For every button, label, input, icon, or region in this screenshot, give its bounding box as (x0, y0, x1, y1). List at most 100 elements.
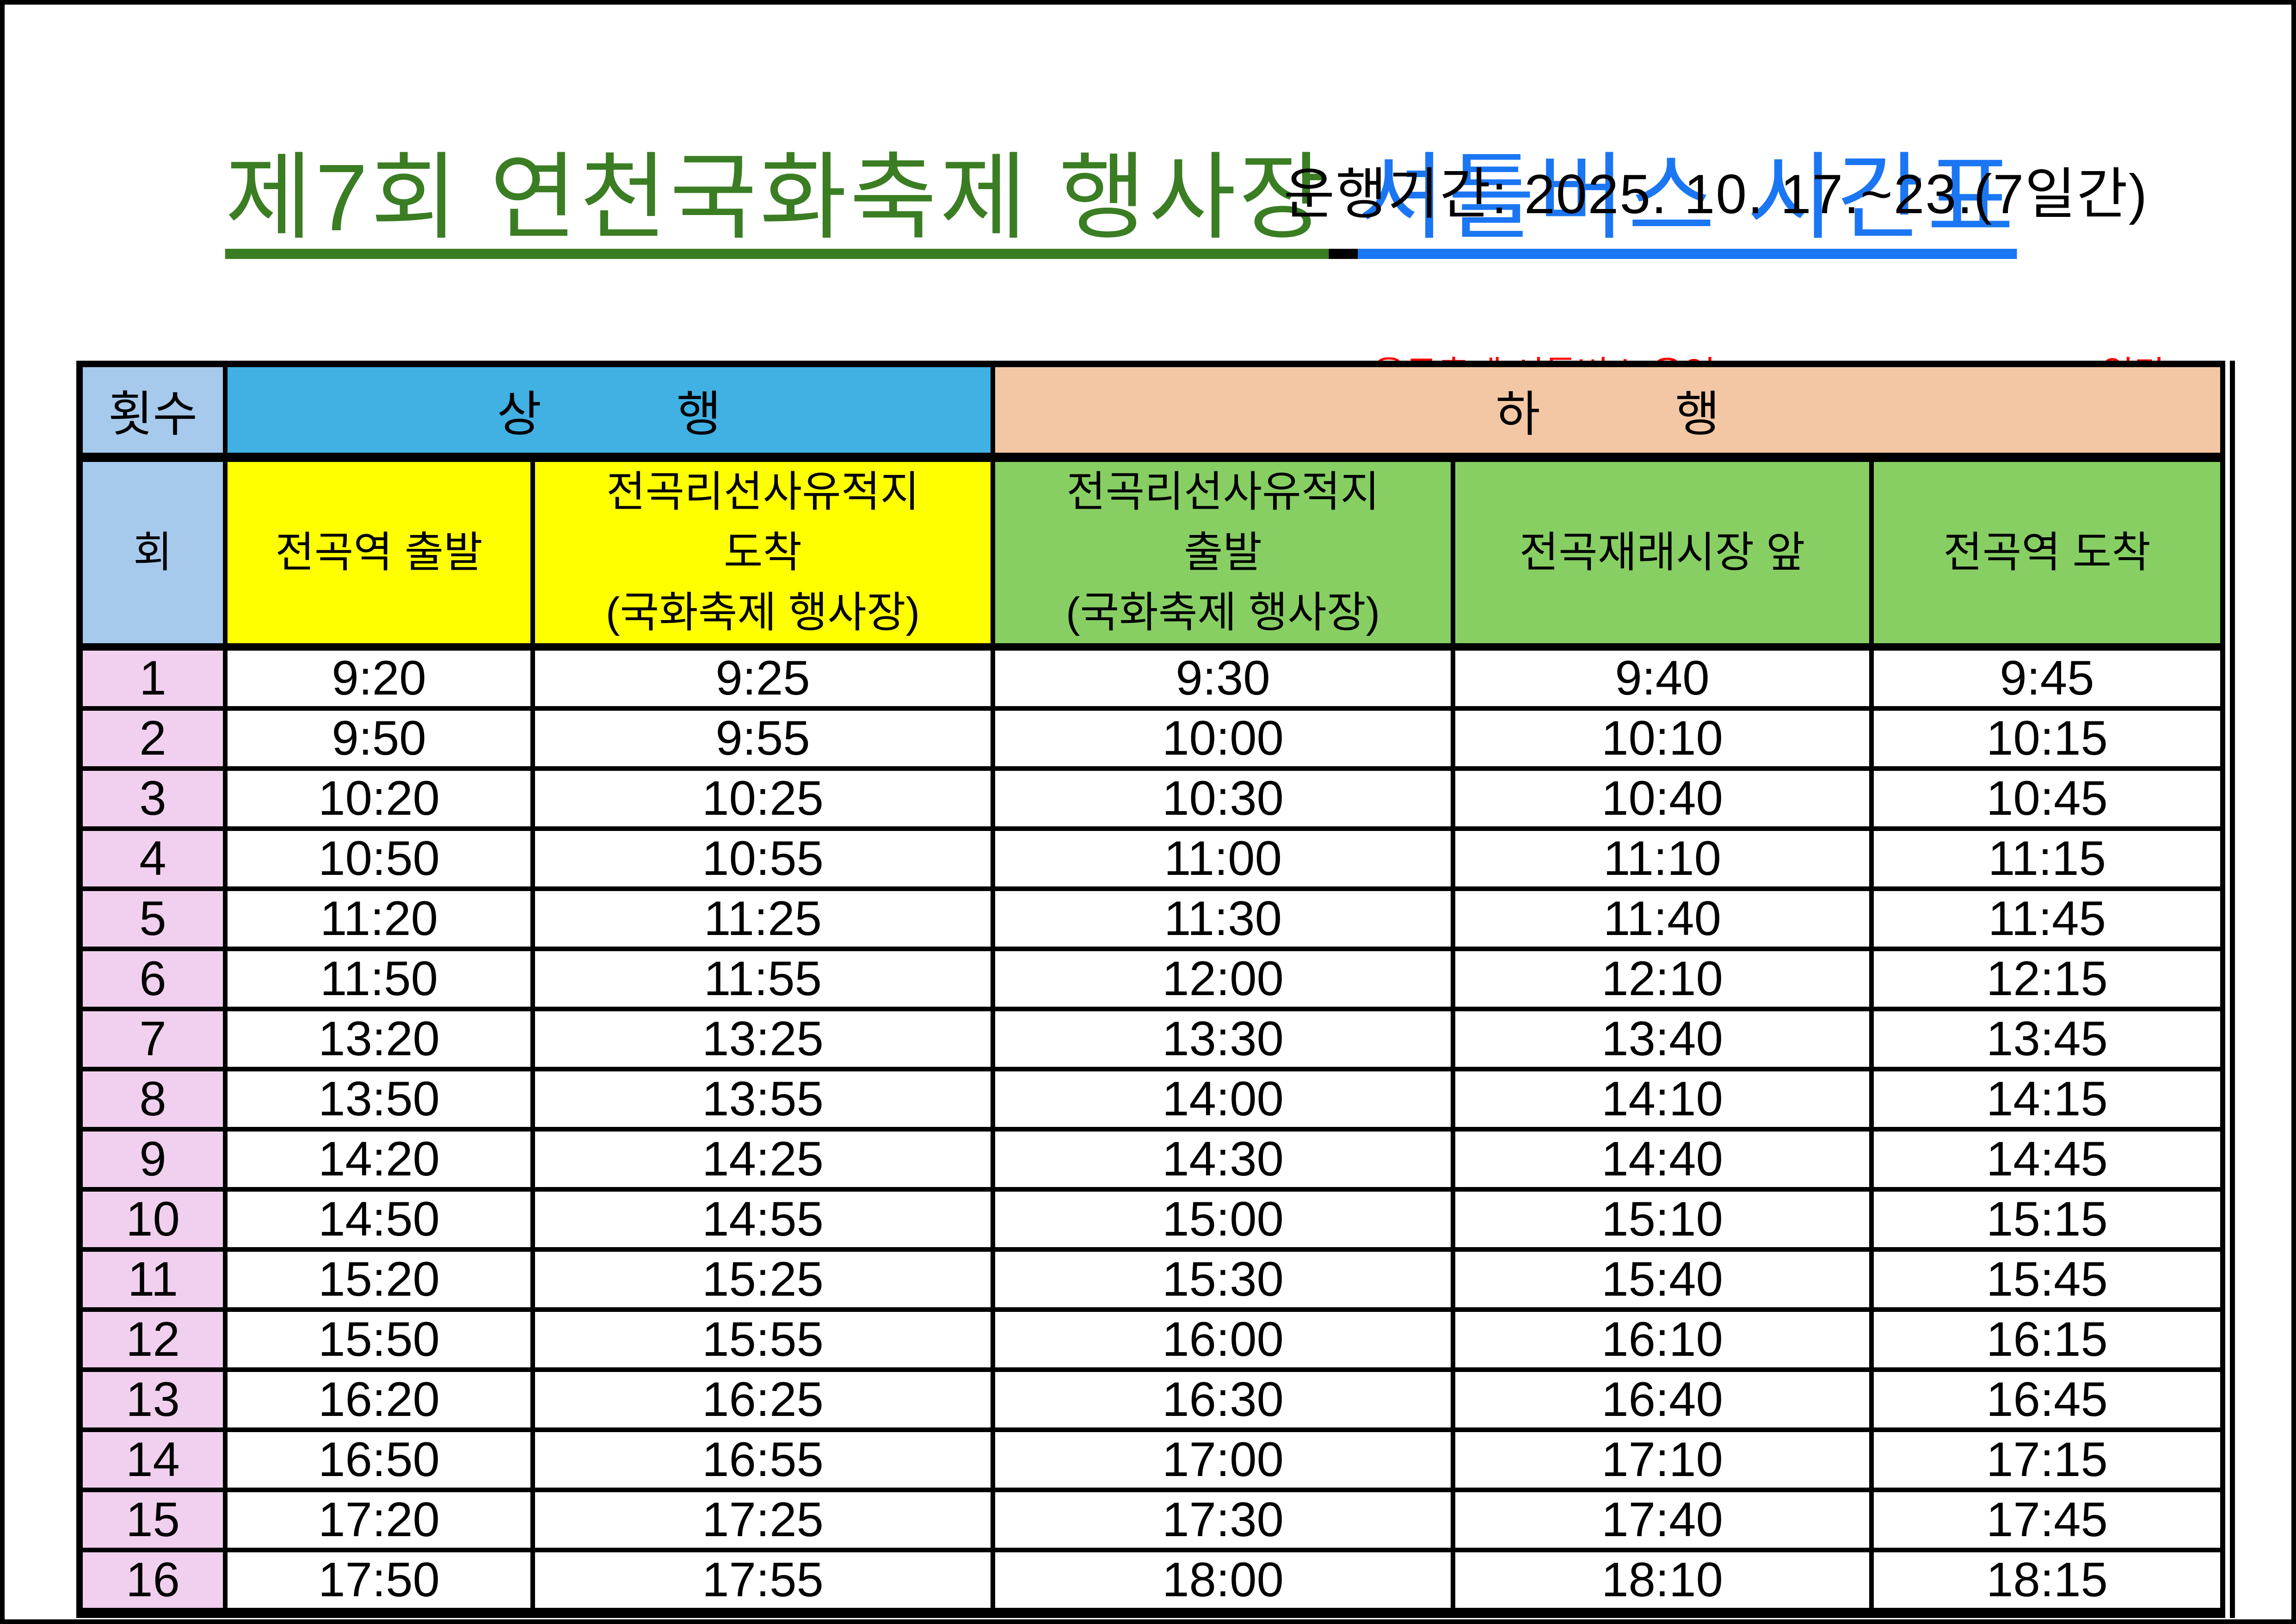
time-prehistoric-site-depart: 9:30 (991, 644, 1455, 711)
time-jeongok-station-depart: 16:20 (223, 1367, 535, 1432)
trip-number-cell: 2 (77, 706, 228, 771)
time-prehistoric-site-depart: 16:00 (991, 1307, 1455, 1372)
time-traditional-market: 15:10 (1451, 1187, 1874, 1252)
time-jeongok-station-depart: 14:50 (223, 1187, 535, 1252)
time-prehistoric-site-depart: 16:30 (991, 1367, 1455, 1432)
timetable-row: 5 11:20 11:25 11:30 11:40 11:45 (77, 886, 2230, 951)
time-jeongok-station-arrive: 18:15 (1869, 1547, 2230, 1615)
time-jeongok-station-depart: 15:50 (223, 1307, 535, 1372)
time-prehistoric-site-arrive: 11:25 (530, 886, 995, 951)
time-jeongok-station-arrive: 11:45 (1869, 886, 2230, 951)
time-prehistoric-site-arrive: 13:25 (530, 1006, 995, 1071)
trip-number-cell: 12 (77, 1307, 228, 1372)
time-prehistoric-site-arrive: 14:55 (530, 1187, 995, 1252)
time-prehistoric-site-arrive: 9:55 (530, 706, 995, 771)
time-jeongok-station-arrive: 9:45 (1869, 644, 2230, 711)
time-prehistoric-site-depart: 10:30 (991, 766, 1455, 831)
time-prehistoric-site-depart: 17:00 (991, 1427, 1455, 1492)
group-header-downbound: 하 행 (990, 362, 2230, 462)
timetable-row: 7 13:20 13:25 13:30 13:40 13:45 (77, 1006, 2230, 1071)
col-header-jeongok-station-arrive: 전곡역 도착 (1869, 455, 2230, 651)
trip-number-cell: 11 (77, 1247, 228, 1312)
time-jeongok-station-arrive: 16:45 (1869, 1367, 2230, 1432)
time-jeongok-station-depart: 11:50 (223, 946, 535, 1011)
time-prehistoric-site-arrive: 13:55 (530, 1066, 995, 1132)
trip-number-cell: 7 (77, 1006, 228, 1071)
trip-number-cell: 16 (77, 1547, 228, 1615)
timetable-row: 11 15:20 15:25 15:30 15:40 15:45 (77, 1247, 2230, 1312)
time-traditional-market: 11:40 (1451, 886, 1874, 951)
time-jeongok-station-arrive: 14:45 (1869, 1126, 2230, 1192)
time-traditional-market: 16:40 (1451, 1367, 1874, 1432)
operation-period: 운행기간: 2025. 10. 17.~23.(7일간) (1283, 163, 2148, 225)
col-header-count: 횟수 (77, 362, 228, 462)
trip-number-cell: 14 (77, 1427, 228, 1492)
time-traditional-market: 13:40 (1451, 1006, 1874, 1071)
time-jeongok-station-depart: 9:50 (223, 706, 535, 771)
time-prehistoric-site-depart: 17:30 (991, 1487, 1455, 1552)
trip-number-cell: 13 (77, 1367, 228, 1432)
trip-number-cell: 10 (77, 1187, 228, 1252)
time-jeongok-station-arrive: 15:15 (1869, 1187, 2230, 1252)
time-jeongok-station-arrive: 10:15 (1869, 706, 2230, 771)
time-jeongok-station-depart: 9:20 (223, 644, 535, 711)
group-header-row: 횟수 상 행 하 행 (77, 362, 2230, 462)
timetable-row: 8 13:50 13:55 14:00 14:10 14:15 (77, 1066, 2230, 1132)
time-prehistoric-site-arrive: 15:25 (530, 1247, 995, 1312)
col-header-prehistoric-site-depart: 전곡리선사유적지 출발 (국화축제 행사장) (991, 455, 1455, 651)
timetable-row: 12 15:50 15:55 16:00 16:10 16:15 (77, 1307, 2230, 1372)
time-prehistoric-site-depart: 15:00 (991, 1187, 1455, 1252)
time-traditional-market: 10:40 (1451, 766, 1874, 831)
time-jeongok-station-arrive: 17:15 (1869, 1427, 2230, 1492)
col-header-trip: 회 (77, 455, 228, 651)
time-traditional-market: 14:10 (1451, 1066, 1874, 1132)
station-header-row: 회 전곡역 출발 전곡리선사유적지 도착 (국화축제 행사장) 전곡리선사유적지… (77, 455, 2230, 651)
time-jeongok-station-arrive: 12:15 (1869, 946, 2230, 1011)
timetable-row: 14 16:50 16:55 17:00 17:10 17:15 (77, 1427, 2230, 1492)
time-prehistoric-site-arrive: 16:55 (530, 1427, 995, 1492)
trip-number-cell: 15 (77, 1487, 228, 1552)
time-prehistoric-site-depart: 14:00 (991, 1066, 1455, 1132)
time-prehistoric-site-depart: 12:00 (991, 946, 1455, 1011)
time-prehistoric-site-depart: 13:30 (991, 1006, 1455, 1071)
title-shuttle-timetable: 셔틀버스 시간표 (1358, 144, 2017, 251)
time-jeongok-station-arrive: 16:15 (1869, 1307, 2230, 1372)
time-traditional-market: 15:40 (1451, 1247, 1874, 1312)
group-header-upbound: 상 행 (223, 362, 995, 462)
timetable-row: 10 14:50 14:55 15:00 15:10 15:15 (77, 1187, 2230, 1252)
time-jeongok-station-depart: 17:50 (223, 1547, 535, 1615)
trip-number-cell: 5 (77, 886, 228, 951)
time-jeongok-station-arrive: 13:45 (1869, 1006, 2230, 1071)
time-prehistoric-site-depart: 10:00 (991, 706, 1455, 771)
time-prehistoric-site-arrive: 9:25 (530, 644, 995, 711)
col-header-jeongok-station-depart: 전곡역 출발 (223, 455, 535, 651)
trip-number-cell: 4 (77, 826, 228, 891)
trip-number-cell: 9 (77, 1126, 228, 1192)
time-jeongok-station-arrive: 11:15 (1869, 826, 2230, 891)
col-header-prehistoric-site-arrive: 전곡리선사유적지 도착 (국화축제 행사장) (530, 455, 995, 651)
time-jeongok-station-depart: 17:20 (223, 1487, 535, 1552)
timetable-body: 1 9:20 9:25 9:30 9:40 9:45 2 9:50 9:55 1… (77, 644, 2230, 1615)
timetable-row: 4 10:50 10:55 11:00 11:10 11:15 (77, 826, 2230, 891)
time-jeongok-station-depart: 13:50 (223, 1066, 535, 1132)
time-prehistoric-site-arrive: 17:25 (530, 1487, 995, 1552)
time-prehistoric-site-arrive: 10:25 (530, 766, 995, 831)
time-jeongok-station-depart: 14:20 (223, 1126, 535, 1192)
time-prehistoric-site-arrive: 15:55 (530, 1307, 995, 1372)
timetable-row: 2 9:50 9:55 10:00 10:10 10:15 (77, 706, 2230, 771)
time-prehistoric-site-arrive: 14:25 (530, 1126, 995, 1192)
time-jeongok-station-arrive: 10:45 (1869, 766, 2230, 831)
time-traditional-market: 14:40 (1451, 1126, 1874, 1192)
title-festival-name: 제7회 연천국화축제 행사장 (225, 144, 1329, 251)
shuttle-bus-timetable: 횟수 상 행 하 행 회 전곡역 출발 전곡리선사유적지 도착 (국화축제 행사… (76, 361, 2235, 1618)
time-jeongok-station-depart: 16:50 (223, 1427, 535, 1492)
time-jeongok-station-depart: 11:20 (223, 886, 535, 951)
time-prehistoric-site-depart: 15:30 (991, 1247, 1455, 1312)
time-prehistoric-site-depart: 14:30 (991, 1126, 1455, 1192)
trip-number-cell: 1 (77, 644, 228, 711)
page-title: 제7회 연천국화축제 행사장 셔틀버스 시간표 (109, 13, 2017, 383)
timetable-row: 15 17:20 17:25 17:30 17:40 17:45 (77, 1487, 2230, 1552)
trip-number-cell: 3 (77, 766, 228, 831)
col-header-traditional-market: 전곡재래시장 앞 (1451, 455, 1874, 651)
